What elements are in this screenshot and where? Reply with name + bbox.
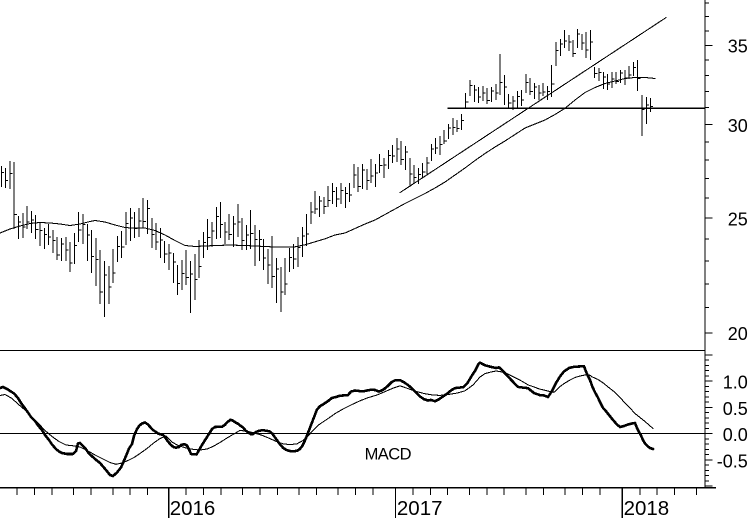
svg-text:2016: 2016 (170, 497, 216, 518)
svg-text:25: 25 (728, 210, 748, 230)
svg-text:20: 20 (728, 324, 748, 344)
svg-text:2017: 2017 (397, 497, 443, 518)
svg-text:-0.5: -0.5 (717, 451, 748, 471)
svg-text:MACD: MACD (365, 445, 412, 463)
svg-text:0.5: 0.5 (723, 399, 748, 419)
svg-text:1.0: 1.0 (723, 373, 748, 393)
svg-text:0.0: 0.0 (723, 425, 748, 445)
svg-text:2018: 2018 (624, 497, 670, 518)
svg-text:35: 35 (728, 37, 748, 57)
svg-text:30: 30 (728, 116, 748, 136)
